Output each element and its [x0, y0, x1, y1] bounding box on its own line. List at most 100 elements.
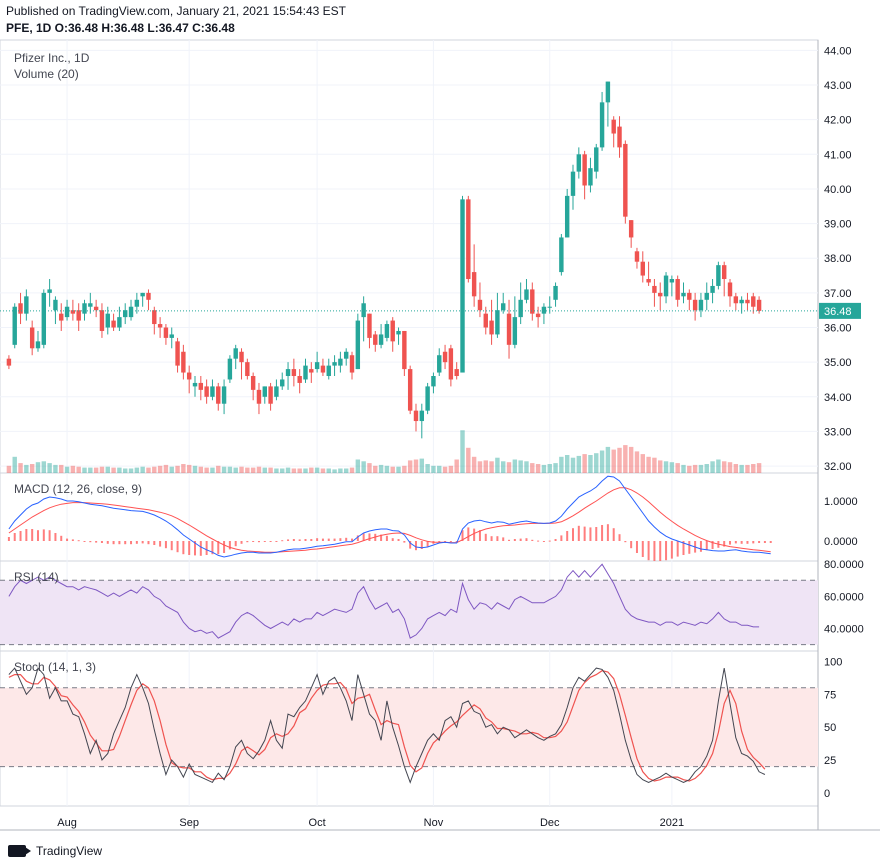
volume-bar	[501, 461, 506, 473]
macd-histogram-bar	[478, 530, 481, 541]
macd-legend[interactable]: MACD (12, 26, close, 9)	[14, 482, 143, 496]
candle-body	[367, 313, 372, 338]
macd-histogram-bar	[263, 541, 266, 542]
candle-body	[413, 410, 419, 422]
candle-body	[582, 154, 587, 186]
macd-histogram-bar	[426, 541, 429, 547]
candle-body	[140, 292, 145, 297]
price-legend-title[interactable]: Pfizer Inc., 1D	[14, 51, 90, 65]
volume-bar	[262, 467, 267, 473]
candle-body	[303, 365, 308, 380]
volume-bar	[93, 467, 99, 473]
macd-histogram-bar	[548, 540, 551, 542]
macd-histogram-bar	[490, 536, 493, 541]
volume-bar	[111, 467, 116, 473]
macd-histogram-bar	[7, 537, 10, 541]
volume-bar	[53, 464, 58, 473]
macd-histogram-bar	[746, 541, 749, 544]
candle-body	[181, 351, 186, 373]
candle-body	[239, 351, 244, 363]
candle-body	[18, 303, 23, 314]
candle-body	[35, 341, 41, 349]
candle-body	[76, 310, 81, 321]
macd-histogram-bar	[467, 527, 470, 541]
volume-bar	[186, 464, 192, 473]
macd-histogram-bar	[252, 541, 255, 542]
macd-histogram-bar	[71, 539, 74, 541]
volume-bar	[547, 464, 552, 473]
macd-histogram-bar	[688, 541, 691, 554]
volume-bar	[413, 459, 419, 473]
volume-bar	[355, 459, 361, 473]
stoch-legend[interactable]: Stoch (14, 1, 3)	[14, 660, 97, 674]
candle-body	[175, 341, 180, 366]
macd-histogram-bar	[397, 539, 400, 541]
volume-bar	[437, 465, 442, 473]
candle-body	[274, 386, 279, 397]
macd-histogram-bar	[630, 541, 633, 549]
macd-histogram-bar	[95, 541, 98, 543]
volume-legend[interactable]: Volume (20)	[14, 67, 79, 81]
brand-label: TradingView	[36, 844, 103, 858]
volume-bar	[419, 458, 425, 473]
volume-bar	[460, 430, 465, 473]
volume-bar	[745, 464, 750, 473]
candle-body	[390, 320, 395, 342]
volume-bar	[157, 465, 163, 473]
footer-brand[interactable]: TradingView	[8, 844, 102, 858]
macd-histogram-bar	[217, 541, 220, 555]
candle-body	[402, 330, 407, 370]
y-tick-label: 36.00	[824, 323, 852, 335]
volume-bar	[617, 447, 622, 473]
candle-body	[454, 369, 459, 377]
rsi-legend[interactable]: RSI (14)	[14, 570, 59, 584]
macd-histogram-bar	[66, 538, 69, 541]
macd-histogram-bar	[176, 541, 179, 553]
macd-histogram-bar	[729, 541, 732, 545]
volume-bar	[733, 464, 739, 473]
volume-bar	[553, 463, 558, 473]
candle-body	[553, 285, 558, 300]
volume-bar	[582, 454, 587, 473]
candle-body	[117, 317, 122, 328]
macd-histogram-bar	[606, 524, 609, 541]
volume-bar	[495, 457, 500, 473]
volume-bar	[535, 464, 541, 473]
volume-bar	[128, 468, 134, 473]
candle-body	[710, 285, 715, 293]
volume-bar	[489, 461, 494, 473]
volume-bar	[588, 455, 593, 473]
volume-bar	[390, 466, 395, 473]
macd-histogram-bar	[542, 541, 545, 542]
volume-bar	[751, 464, 756, 473]
y-tick-label: 39.00	[824, 219, 852, 231]
volume-bar	[454, 459, 459, 473]
candle-body	[227, 358, 233, 380]
candle-body	[524, 289, 529, 300]
candle-body	[291, 369, 297, 377]
volume-bar	[6, 465, 12, 473]
candle-body	[198, 382, 204, 390]
volume-bar	[402, 465, 407, 473]
macd-histogram-bar	[566, 531, 569, 541]
y-tick-label: 0.0000	[824, 536, 858, 548]
volume-bar	[18, 463, 23, 473]
macd-histogram-bar	[60, 535, 63, 541]
macd-histogram-bar	[391, 538, 394, 541]
candle-body	[559, 237, 564, 273]
macd-histogram-bar	[595, 527, 598, 541]
macd-histogram-bar	[316, 538, 319, 541]
volume-bar	[594, 453, 599, 473]
volume-bar	[76, 466, 81, 473]
volume-bar	[541, 464, 547, 473]
macd-histogram-bar	[740, 541, 743, 544]
volume-bar	[163, 464, 169, 473]
volume-bar	[727, 462, 733, 473]
macd-histogram-bar	[13, 533, 16, 541]
volume-bar	[477, 461, 483, 473]
candle-body	[53, 299, 58, 311]
candle-body	[477, 299, 483, 311]
candle-body	[93, 306, 99, 311]
macd-histogram-bar	[734, 541, 737, 544]
